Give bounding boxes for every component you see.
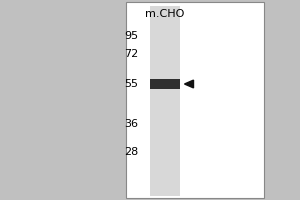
Bar (126, 2, 264, 198)
Text: 55: 55 (124, 79, 138, 89)
Text: 72: 72 (124, 49, 138, 59)
Text: 36: 36 (124, 119, 138, 129)
Text: m.CHO: m.CHO (145, 9, 185, 19)
Polygon shape (184, 80, 194, 88)
Text: 28: 28 (124, 147, 138, 157)
Text: 95: 95 (124, 31, 138, 41)
Bar (150, 6, 180, 196)
Bar (150, 79, 180, 89)
